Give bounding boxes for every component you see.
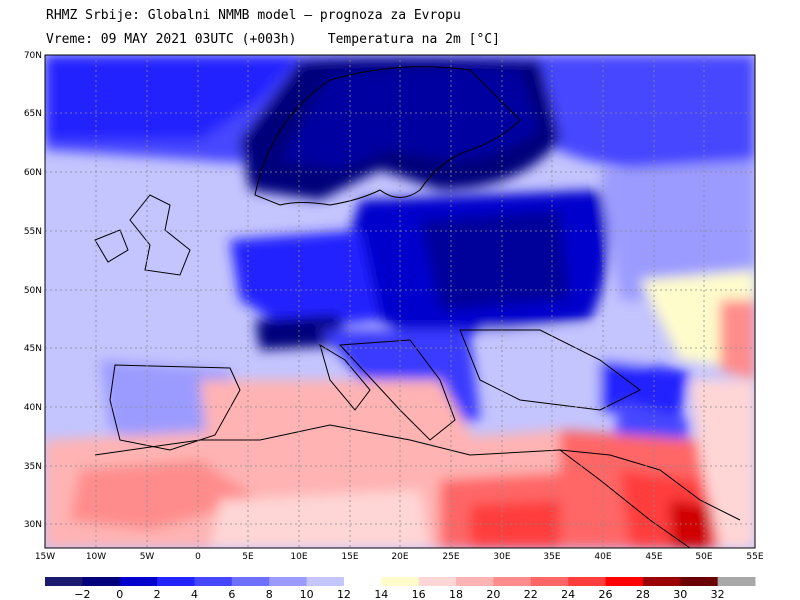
lon-label: 5E (242, 552, 254, 562)
colorbar-swatch (194, 577, 233, 586)
temperature-field (45, 55, 755, 548)
colorbar-swatch (381, 577, 420, 586)
lon-label: 40E (594, 552, 611, 562)
lat-label: 45N (24, 344, 42, 354)
colorbar-swatch (568, 577, 607, 586)
colorbar-swatch (530, 577, 569, 586)
field-name: Temperatura na 2m [°C] (327, 32, 500, 47)
colorbar-label: 24 (561, 588, 575, 600)
colorbar-label: 2 (154, 588, 161, 600)
colorbar-swatch (157, 577, 195, 586)
colorbar-swatch (82, 577, 121, 586)
lon-label: 55E (746, 552, 763, 562)
colorbar-label: 0 (116, 588, 123, 600)
colorbar-swatch (231, 577, 270, 586)
colorbar-label: 12 (337, 588, 351, 600)
lon-label: 50E (695, 552, 712, 562)
lat-label: 30N (24, 520, 42, 530)
lat-label: 55N (24, 227, 42, 237)
lat-label: 35N (24, 462, 42, 472)
lon-label: 0 (195, 552, 201, 562)
lon-label: 20E (391, 552, 408, 562)
colorbar-label: 26 (599, 588, 613, 600)
chart-title-line2: Vreme: 09 MAY 2021 03UTC (+003h) Tempera… (46, 32, 500, 47)
lon-label: 25E (442, 552, 459, 562)
graticule (45, 55, 755, 548)
colorbar-label: 10 (300, 588, 314, 600)
colorbar: −2 0 2 4 6 8 10 12 14 16 18 20 22 24 26 28 30 32 (45, 577, 756, 600)
colorbar-swatch (418, 577, 457, 586)
colorbar-swatch (493, 577, 532, 586)
map-frame (44, 54, 756, 549)
forecast-time: Vreme: 09 MAY 2021 03UTC (+003h) (46, 32, 297, 47)
lat-label: 65N (24, 109, 42, 119)
colorbar-swatch (680, 577, 719, 586)
longitude-labels: 15W 10W 5W 0 5E 10E 15E 20E 25E 30E 35E … (35, 552, 764, 562)
latitude-labels: 70N 65N 60N 55N 50N 45N 40N 35N 30N (24, 51, 42, 530)
colorbar-swatch (343, 577, 382, 586)
lon-label: 5W (140, 552, 155, 562)
lat-label: 50N (24, 286, 42, 296)
lon-label: 35E (543, 552, 560, 562)
colorbar-swatch (717, 577, 756, 586)
colorbar-label: 20 (486, 588, 500, 600)
colorbar-label: 28 (636, 588, 650, 600)
colorbar-label: 4 (191, 588, 198, 600)
chart-title-line1: RHMZ Srbije: Globalni NMMB model — progn… (46, 8, 461, 23)
colorbar-swatch (456, 577, 494, 586)
colorbar-label: 14 (374, 588, 388, 600)
lon-label: 15E (341, 552, 358, 562)
lon-label: 10E (290, 552, 307, 562)
lat-label: 40N (24, 403, 42, 413)
lon-label: 10W (86, 552, 106, 562)
colorbar-swatch (306, 577, 345, 586)
colorbar-label: 6 (228, 588, 235, 600)
lon-label: 30E (493, 552, 510, 562)
colorbar-swatch (605, 577, 644, 586)
colorbar-label: 22 (524, 588, 538, 600)
colorbar-label: 32 (711, 588, 725, 600)
colorbar-label: 18 (449, 588, 463, 600)
colorbar-label: −2 (74, 588, 90, 600)
colorbar-swatch (269, 577, 308, 586)
lon-label: 45E (645, 552, 662, 562)
lat-label: 70N (24, 51, 42, 61)
colorbar-swatch (45, 577, 83, 586)
colorbar-label: 30 (673, 588, 687, 600)
lat-label: 60N (24, 168, 42, 178)
colorbar-swatch (119, 577, 158, 586)
colorbar-swatch (642, 577, 681, 586)
colorbar-label: 16 (412, 588, 426, 600)
lon-label: 15W (35, 552, 55, 562)
colorbar-label: 8 (266, 588, 273, 600)
